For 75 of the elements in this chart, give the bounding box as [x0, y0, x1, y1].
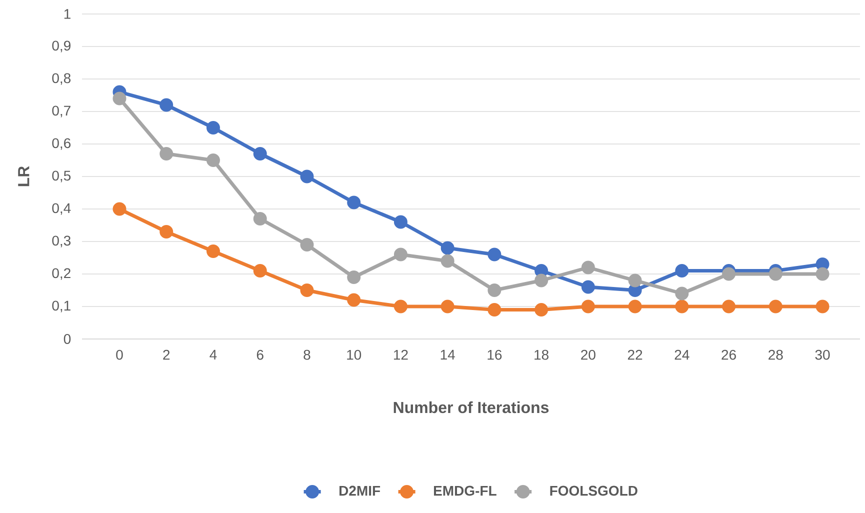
x-tick-label: 16 — [488, 350, 502, 360]
point — [112, 202, 126, 216]
x-tick-label: 30 — [815, 350, 830, 360]
y-tick-label: 0,6 — [52, 138, 71, 150]
x-tick-label: 18 — [534, 350, 548, 360]
x-tick-label: 10 — [347, 350, 362, 360]
x-tick-label: 12 — [394, 350, 408, 360]
point — [675, 300, 689, 314]
point — [675, 286, 689, 300]
point — [628, 300, 642, 314]
y-tick-label: 0,1 — [52, 300, 70, 312]
point — [300, 170, 314, 184]
x-tick-label: 0 — [116, 350, 123, 360]
y-tick-label: 0,9 — [52, 40, 70, 52]
point — [347, 196, 361, 210]
point — [160, 98, 174, 112]
point — [253, 264, 267, 278]
point — [440, 241, 454, 255]
point — [488, 284, 502, 297]
y-tick-label: 1 — [64, 9, 70, 19]
point — [581, 280, 595, 294]
point — [347, 293, 361, 307]
x-tick-label: 24 — [674, 350, 690, 360]
point — [206, 153, 220, 167]
point — [440, 254, 454, 268]
x-tick-label: 6 — [256, 350, 264, 360]
x-tick-label: 4 — [210, 350, 217, 360]
point — [440, 300, 454, 314]
legend-label: EMDG-FL — [434, 486, 496, 496]
x-tick-label: 14 — [440, 350, 455, 360]
point — [394, 215, 408, 229]
legend-label: FOOLSGOLD — [550, 486, 638, 496]
point — [206, 244, 220, 258]
point — [347, 270, 361, 284]
y-tick-label: 0 — [64, 334, 71, 344]
x-axis-title: Number of Iterations — [394, 401, 549, 414]
point — [581, 300, 595, 314]
point — [768, 300, 782, 314]
x-tick-label: 22 — [628, 350, 642, 360]
x-tick-label: 26 — [722, 350, 736, 360]
point — [112, 92, 126, 106]
y-tick-label: 0,4 — [52, 203, 71, 215]
legend-label: D2MIF — [339, 486, 380, 496]
y-axis-title: LR — [18, 166, 30, 186]
y-tick-label: 0,2 — [52, 268, 70, 280]
point — [816, 300, 830, 314]
y-tick-label: 0,7 — [52, 106, 70, 118]
point — [394, 300, 408, 314]
point — [488, 248, 502, 262]
point — [300, 284, 314, 297]
point — [628, 274, 642, 288]
point — [488, 303, 502, 316]
y-tick-label: 0,8 — [52, 73, 71, 85]
point — [253, 212, 267, 226]
x-tick-label: 20 — [581, 350, 596, 360]
point — [581, 260, 595, 274]
point — [394, 248, 408, 262]
point — [768, 267, 782, 281]
y-tick-label: 0,3 — [52, 236, 71, 248]
point — [300, 238, 314, 252]
x-tick-label: 28 — [768, 350, 783, 360]
point — [206, 120, 220, 134]
point — [722, 267, 736, 281]
x-tick-label: 8 — [304, 350, 310, 360]
point — [253, 146, 267, 160]
y-tick-label: 0,5 — [52, 170, 71, 182]
point — [534, 303, 548, 316]
point — [816, 258, 830, 271]
point — [816, 267, 830, 281]
point — [675, 264, 689, 278]
point — [160, 224, 174, 238]
point — [534, 274, 548, 288]
point — [722, 300, 736, 314]
x-tick-label: 2 — [163, 350, 170, 360]
point — [160, 146, 174, 160]
